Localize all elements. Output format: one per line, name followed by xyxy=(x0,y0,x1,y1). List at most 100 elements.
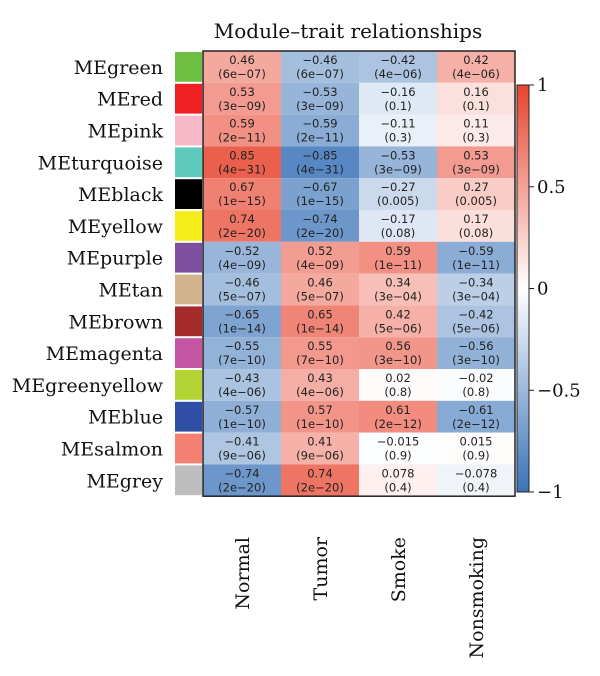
column-label: Nonsmoking xyxy=(466,537,488,659)
heatmap-cell xyxy=(437,337,515,369)
row-labels: MEgreen MEred MEpink MEturquoise MEblack MEye… xyxy=(12,57,164,492)
cell-pvalue: (0.8) xyxy=(384,385,411,399)
heatmap-cell xyxy=(281,400,359,433)
module-color-swatch xyxy=(175,274,202,305)
heatmap-cell xyxy=(359,241,437,274)
cell-correlation: 0.34 xyxy=(385,276,411,290)
heatmap-cell xyxy=(203,273,281,306)
heatmap-cell xyxy=(281,146,359,179)
cell-correlation: −0.74 xyxy=(224,466,259,480)
cell-pvalue: (7e−10) xyxy=(218,353,266,367)
cell-correlation: 0.59 xyxy=(229,117,255,131)
module-color-swatch xyxy=(175,52,202,82)
cell-correlation: −0.41 xyxy=(224,435,259,449)
cell-pvalue: (0.1) xyxy=(462,99,489,113)
colorbar-tick-label: −1 xyxy=(537,482,564,503)
heatmap-cell xyxy=(203,146,281,179)
heatmap-cell xyxy=(437,51,515,83)
cell-pvalue: (3e−04) xyxy=(374,290,422,304)
heatmap-cell xyxy=(203,210,281,242)
cell-correlation: −0.43 xyxy=(224,371,259,385)
row-label: MEtan xyxy=(98,280,163,302)
module-color-swatch xyxy=(175,147,202,178)
heatmap-cell xyxy=(359,51,437,83)
cell-correlation: 0.74 xyxy=(229,212,255,226)
cell-correlation: 0.16 xyxy=(463,85,489,99)
column-label: Normal xyxy=(232,537,254,610)
cell-correlation: −0.42 xyxy=(458,307,493,321)
cell-correlation: 0.56 xyxy=(385,339,411,353)
cell-correlation: −0.55 xyxy=(224,339,259,353)
module-color-swatch xyxy=(175,401,202,432)
cell-correlation: 0.41 xyxy=(307,435,333,449)
cell-pvalue: (0.08) xyxy=(381,226,416,240)
heatmap-cell xyxy=(203,241,281,274)
cell-correlation: −0.65 xyxy=(224,307,259,321)
cell-correlation: 0.85 xyxy=(229,148,255,162)
cell-pvalue: (1e−15) xyxy=(218,194,266,208)
heatmap-cell xyxy=(437,400,515,433)
cell-pvalue: (4e−06) xyxy=(374,67,422,81)
module-color-swatch xyxy=(175,242,202,273)
cell-correlation: 0.61 xyxy=(385,403,411,417)
heatmap-cell xyxy=(437,305,515,338)
cell-pvalue: (1e−10) xyxy=(218,417,266,431)
cell-correlation: −0.74 xyxy=(302,212,337,226)
module-color-swatch xyxy=(175,179,202,209)
heatmap-cell xyxy=(281,273,359,306)
cell-correlation: 0.015 xyxy=(460,435,493,449)
colorbar-tick-label: 0 xyxy=(537,279,548,300)
heatmap-cell xyxy=(359,464,437,497)
cell-pvalue: (1e−11) xyxy=(452,258,500,272)
cell-correlation: 0.11 xyxy=(463,117,489,131)
heatmap-cells: 0.46(6e−07)−0.46(6e−07)−0.42(4e−06)0.42(… xyxy=(203,51,515,497)
heatmap-cell xyxy=(281,369,359,401)
column-label: Smoke xyxy=(388,537,410,602)
cell-correlation: 0.52 xyxy=(307,244,333,258)
cell-correlation: −0.52 xyxy=(224,244,259,258)
row-label: MEturquoise xyxy=(38,152,163,174)
heatmap-cell xyxy=(281,82,359,115)
cell-pvalue: (1e−10) xyxy=(296,417,344,431)
cell-correlation: 0.59 xyxy=(385,244,411,258)
cell-correlation: 0.53 xyxy=(463,148,489,162)
row-label: MEgrey xyxy=(86,470,163,492)
cell-correlation: −0.02 xyxy=(458,371,493,385)
cell-pvalue: (0.4) xyxy=(384,480,411,494)
heatmap-border xyxy=(202,50,516,497)
cell-pvalue: (0.9) xyxy=(384,449,411,463)
module-color-swatch xyxy=(175,465,202,496)
heatmap-cell xyxy=(281,337,359,369)
cell-pvalue: (5e−06) xyxy=(452,321,500,335)
cell-pvalue: (2e−12) xyxy=(374,417,422,431)
cell-pvalue: (2e−12) xyxy=(452,417,500,431)
cell-correlation: −0.17 xyxy=(380,212,415,226)
cell-correlation: 0.74 xyxy=(307,466,333,480)
cell-correlation: −0.42 xyxy=(380,53,415,67)
cell-pvalue: (1e−15) xyxy=(296,194,344,208)
cell-pvalue: (3e−09) xyxy=(452,162,500,176)
cell-pvalue: (3e−09) xyxy=(218,99,266,113)
cell-pvalue: (3e−04) xyxy=(452,290,500,304)
row-label: MEmagenta xyxy=(46,343,163,365)
cell-correlation: −0.53 xyxy=(302,85,337,99)
heatmap-cell xyxy=(281,432,359,465)
cell-correlation: 0.55 xyxy=(307,339,333,353)
cell-pvalue: (0.08) xyxy=(459,226,494,240)
cell-pvalue: (4e−09) xyxy=(218,258,266,272)
cell-pvalue: (9e−06) xyxy=(296,449,344,463)
row-label: MEbrown xyxy=(68,311,163,333)
cell-pvalue: (4e−31) xyxy=(296,162,344,176)
heatmap-cell xyxy=(281,305,359,338)
heatmap-cell xyxy=(359,114,437,147)
module-color-swatch xyxy=(175,306,202,337)
cell-pvalue: (3e−10) xyxy=(374,353,422,367)
cell-correlation: 0.65 xyxy=(307,307,333,321)
heatmap-cell xyxy=(437,273,515,306)
heatmap-cell xyxy=(281,178,359,210)
colorbar-tick-label: −0.5 xyxy=(537,380,581,401)
cell-pvalue: (4e−31) xyxy=(218,162,266,176)
cell-pvalue: (0.9) xyxy=(462,449,489,463)
cell-correlation: −0.57 xyxy=(224,403,259,417)
